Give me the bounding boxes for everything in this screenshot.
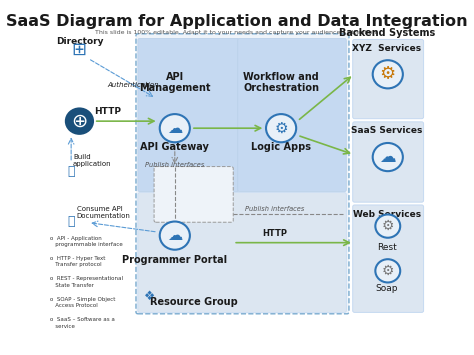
Text: Workflow and
Orchestration: Workflow and Orchestration <box>243 72 319 93</box>
Text: ⚙: ⚙ <box>380 65 396 83</box>
Text: XYZ  Services: XYZ Services <box>353 44 421 53</box>
Text: Publish interfaces: Publish interfaces <box>245 206 304 212</box>
Text: ☁: ☁ <box>167 121 182 136</box>
Text: API Gateway: API Gateway <box>140 142 209 152</box>
Circle shape <box>160 114 190 142</box>
Text: ❖: ❖ <box>144 290 155 303</box>
Text: o  API - Application
   programmable interface: o API - Application programmable interfa… <box>50 236 123 247</box>
Text: Directory: Directory <box>55 37 103 45</box>
Text: Resource Group: Resource Group <box>150 296 237 307</box>
Text: Web Services: Web Services <box>353 210 421 219</box>
Text: o  HTTP - Hyper Text
   Transfer protocol: o HTTP - Hyper Text Transfer protocol <box>50 256 105 267</box>
Circle shape <box>375 259 400 283</box>
Text: Logic Apps: Logic Apps <box>251 142 311 152</box>
Text: 👤: 👤 <box>67 165 75 178</box>
FancyBboxPatch shape <box>136 34 349 314</box>
Text: o  SOAP - Simple Object
   Access Protocol: o SOAP - Simple Object Access Protocol <box>50 297 115 308</box>
FancyBboxPatch shape <box>138 193 346 312</box>
FancyBboxPatch shape <box>154 166 233 222</box>
Text: Publish interfaces: Publish interfaces <box>145 162 204 168</box>
Text: o  SaaS – Software as a
   service: o SaaS – Software as a service <box>50 317 115 328</box>
Circle shape <box>160 222 190 250</box>
Text: ⚙: ⚙ <box>382 219 394 233</box>
Text: ⊞: ⊞ <box>72 41 87 59</box>
Text: SaaS Diagram for Application and Data Integration: SaaS Diagram for Application and Data In… <box>6 14 468 29</box>
Text: Soap: Soap <box>376 284 398 293</box>
Text: HTTP: HTTP <box>262 229 287 238</box>
Text: 👤: 👤 <box>67 215 75 228</box>
Text: HTTP: HTTP <box>94 107 121 116</box>
Circle shape <box>375 214 400 238</box>
Text: Backend Systems: Backend Systems <box>339 28 435 38</box>
FancyBboxPatch shape <box>353 122 424 202</box>
Text: ☁: ☁ <box>167 228 182 243</box>
Text: API
Management: API Management <box>139 72 210 93</box>
Text: Rest: Rest <box>377 243 397 252</box>
Circle shape <box>266 114 296 142</box>
Text: ☁: ☁ <box>380 148 396 166</box>
Text: Build
application: Build application <box>73 154 112 166</box>
Text: This slide is 100% editable. Adapt it to your needs and capture your audience's : This slide is 100% editable. Adapt it to… <box>95 30 379 35</box>
Text: ⚙: ⚙ <box>274 121 288 136</box>
FancyBboxPatch shape <box>353 205 424 312</box>
FancyBboxPatch shape <box>138 38 239 192</box>
Text: o  REST - Representational
   State Transfer: o REST - Representational State Transfer <box>50 277 123 288</box>
Text: ⚙: ⚙ <box>382 264 394 278</box>
FancyBboxPatch shape <box>353 39 424 119</box>
Text: ⊕: ⊕ <box>71 111 88 131</box>
Text: Programmer Portal: Programmer Portal <box>122 255 228 265</box>
Text: Authentication: Authentication <box>107 82 159 88</box>
Text: SaaS Services: SaaS Services <box>351 126 423 135</box>
Text: Consume API
Documentation: Consume API Documentation <box>77 206 131 219</box>
FancyBboxPatch shape <box>238 38 346 192</box>
Circle shape <box>373 143 403 171</box>
Circle shape <box>373 60 403 88</box>
Circle shape <box>66 109 93 134</box>
